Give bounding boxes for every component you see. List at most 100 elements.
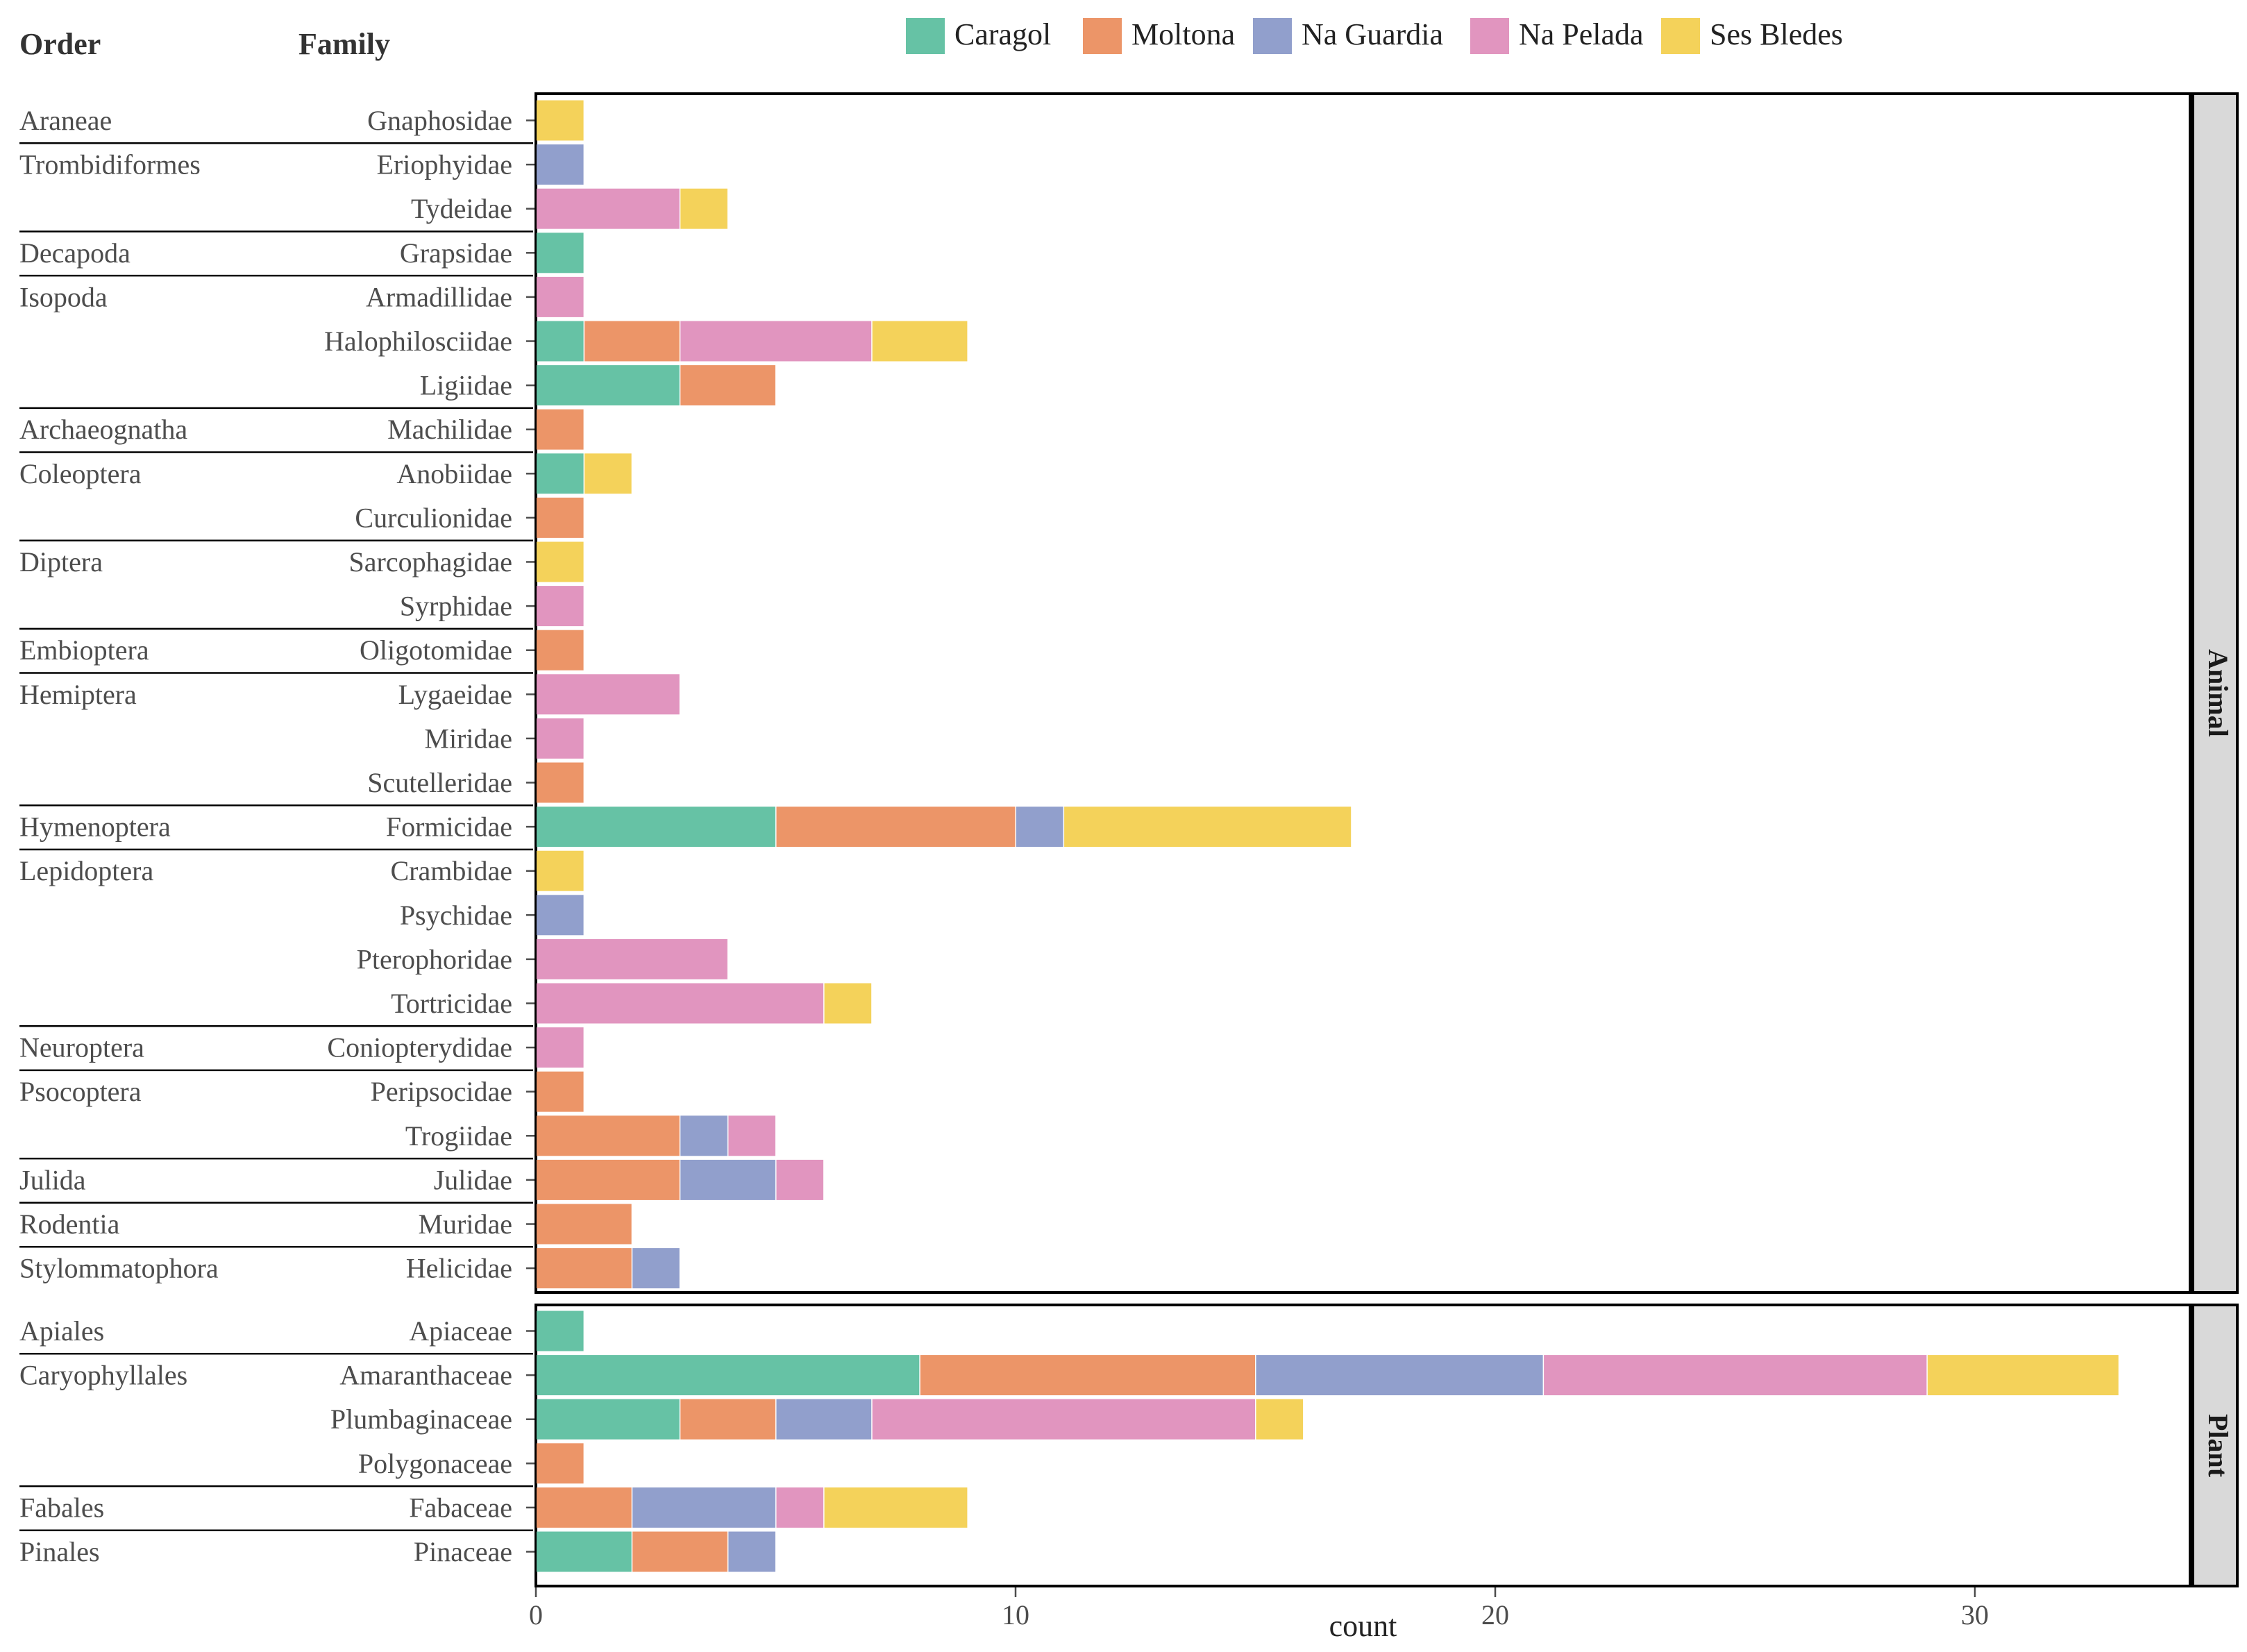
family-label: Scutelleridae: [367, 767, 512, 798]
bar-segment-na-pelada: [728, 1115, 775, 1156]
bar-segment-moltona: [537, 1071, 584, 1112]
bar-segment-na-pelada: [537, 1027, 584, 1068]
legend-label: Na Guardia: [1302, 17, 1443, 51]
bar-segment-na-pelada: [872, 1399, 1255, 1440]
bar-segment-caragol: [537, 453, 584, 494]
legend-swatch-caragol: [906, 18, 945, 54]
family-label: Plumbaginaceae: [330, 1404, 512, 1435]
legend-label: Ses Bledes: [1710, 17, 1843, 51]
bar-segment-moltona: [537, 1159, 680, 1200]
family-label: Fabaceae: [409, 1492, 512, 1523]
bar-segment-moltona: [537, 409, 584, 450]
bar-segment-ses-bledes: [1927, 1355, 2119, 1396]
bar-row: Eriophyidae Trombidiformes: [19, 142, 584, 185]
bar-segment-na-pelada: [537, 188, 680, 229]
bar-segment-moltona: [680, 365, 775, 406]
bar-segment-moltona: [537, 1487, 632, 1528]
panel-border: [535, 92, 2191, 1294]
bar-row: Coniopterydidae Neuroptera: [19, 1025, 584, 1068]
bar-row: Peripsocidae Psocoptera: [19, 1069, 584, 1112]
family-label: Gnaphosidae: [367, 105, 512, 136]
bar-segment-ses-bledes: [537, 850, 584, 891]
bar-segment-na-pelada: [680, 321, 872, 362]
panel-plant: Plant Apiaceae Apiales Amaranthaceae Caryoph…: [19, 1304, 2239, 1587]
bar-row: Crambidae Lepidoptera: [19, 848, 584, 891]
family-label: Lygaeidae: [398, 679, 512, 710]
bar-row: Gnaphosidae Araneae: [19, 100, 584, 141]
bar-row: Tortricidae: [391, 983, 872, 1024]
family-label: Ligiidae: [420, 370, 512, 401]
order-label: Psocoptera: [19, 1076, 142, 1107]
bar-row: Pterophoridae: [357, 938, 727, 979]
bar-segment-ses-bledes: [537, 100, 584, 141]
order-label: Rodentia: [19, 1208, 120, 1240]
panel-animal: Animal Gnaphosidae Araneae Eriophyidae Tromb…: [19, 92, 2239, 1294]
bar-segment-na-guardia: [1256, 1355, 1543, 1396]
family-label: Machilidae: [387, 414, 512, 445]
bar-segment-ses-bledes: [1064, 807, 1352, 848]
order-label: Embioptera: [19, 634, 149, 666]
order-label: Caryophyllales: [19, 1360, 187, 1391]
order-label: Hemiptera: [19, 679, 137, 710]
bar-segment-na-pelada: [776, 1159, 824, 1200]
family-label: Peripsocidae: [371, 1076, 512, 1107]
bar-row: Tydeidae: [411, 188, 727, 229]
family-label: Amaranthaceae: [339, 1360, 512, 1391]
bar-segment-caragol: [537, 233, 584, 273]
bar-row: Plumbaginaceae: [330, 1399, 1304, 1440]
family-label: Muridae: [418, 1208, 512, 1240]
family-label: Pinaceae: [414, 1536, 512, 1567]
x-tick-label: 30: [1961, 1599, 1989, 1630]
legend-label: Caragol: [954, 17, 1051, 51]
family-label: Halophilosciidae: [324, 326, 512, 357]
panel-strip: [2191, 92, 2239, 1294]
bar-row: Julidae Julida: [19, 1157, 824, 1200]
legend-swatch-na-pelada: [1470, 18, 1509, 54]
bar-segment-ses-bledes: [1256, 1399, 1304, 1440]
bar-row: Syrphidae: [400, 586, 584, 627]
family-label: Apiaceae: [409, 1315, 512, 1347]
bar-segment-moltona: [537, 1248, 632, 1289]
bar-segment-ses-bledes: [680, 188, 727, 229]
order-label: Hymenoptera: [19, 811, 171, 843]
bar-row: Halophilosciidae: [324, 321, 968, 362]
bar-segment-moltona: [537, 497, 584, 538]
legend-swatch-ses-bledes: [1661, 18, 1700, 54]
panel-strip-label: Plant: [2203, 1414, 2234, 1478]
bar-segment-ses-bledes: [584, 453, 632, 494]
order-label: Trombidiformes: [19, 149, 201, 180]
panel-strip: [2191, 1304, 2239, 1587]
order-label: Araneae: [19, 105, 112, 136]
bar-segment-na-guardia: [537, 144, 584, 185]
order-label: Lepidoptera: [19, 855, 153, 886]
bar-segment-moltona: [537, 1115, 680, 1156]
bar-segment-moltona: [537, 630, 584, 671]
bar-segment-caragol: [537, 1399, 680, 1440]
order-label: Stylommatophora: [19, 1253, 219, 1284]
order-column-header: Order: [19, 27, 101, 61]
bar-segment-na-guardia: [632, 1248, 680, 1289]
family-label: Trogiidae: [405, 1120, 512, 1152]
bar-row: Oligotomidae Embioptera: [19, 627, 584, 671]
bar-segment-caragol: [537, 1355, 920, 1396]
bar-segment-na-guardia: [632, 1487, 775, 1528]
bar-segment-na-guardia: [1016, 807, 1063, 848]
family-label: Tortricidae: [391, 988, 512, 1019]
family-label: Crambidae: [391, 855, 513, 886]
family-label: Syrphidae: [400, 591, 512, 622]
family-label: Polygonaceae: [358, 1448, 512, 1479]
bar-segment-na-pelada: [1544, 1355, 1927, 1396]
x-tick-label: 0: [529, 1599, 543, 1630]
bar-row: Machilidae Archaeognatha: [19, 407, 584, 450]
legend-label: Moltona: [1131, 17, 1235, 51]
bar-row: Muridae Rodentia: [19, 1202, 632, 1245]
bar-segment-moltona: [537, 762, 584, 803]
bar-row: Formicidae Hymenoptera: [19, 804, 1352, 848]
bar-segment-na-guardia: [776, 1399, 872, 1440]
panel-strip-label: Animal: [2203, 649, 2234, 737]
bar-row: Lygaeidae Hemiptera: [19, 672, 680, 715]
bar-segment-moltona: [537, 1204, 632, 1245]
family-label: Eriophyidae: [377, 149, 513, 180]
family-label: Psychidae: [400, 900, 512, 931]
